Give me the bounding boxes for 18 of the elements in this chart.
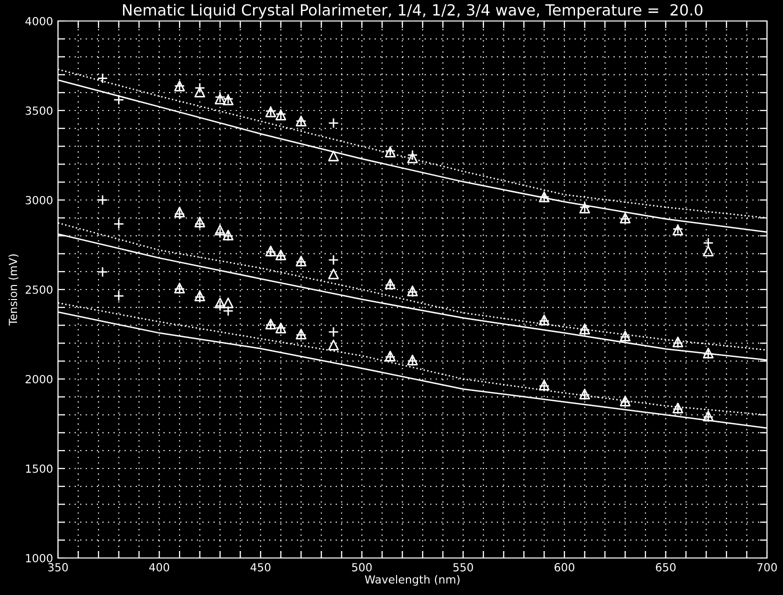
chart-title: Nematic Liquid Crystal Polarimeter, 1/4, 1/2, 3/4 wave, Temperature = 20.0 bbox=[123, 4, 702, 19]
x-tick-label: 700 bbox=[757, 563, 777, 572]
y-tick-label: 4000 bbox=[25, 16, 52, 26]
y-tick-label: 2500 bbox=[26, 285, 52, 294]
y-tick-label: 1500 bbox=[26, 464, 52, 473]
y-tick-label: 2000 bbox=[26, 374, 52, 384]
x-tick-label: 550 bbox=[453, 563, 474, 572]
y-axis-title: Tension (mV) bbox=[8, 254, 18, 326]
y-tick-label: 3000 bbox=[26, 196, 52, 204]
x-tick-label: 500 bbox=[352, 563, 372, 572]
x-tick-label: 350 bbox=[48, 563, 68, 572]
x-tick-label: 650 bbox=[656, 563, 676, 572]
y-tick-label: 1000 bbox=[26, 554, 52, 562]
x-tick-label: 600 bbox=[554, 563, 574, 572]
x-tick-label: 450 bbox=[250, 563, 270, 572]
x-tick-label: 400 bbox=[149, 563, 170, 572]
x-axis-title: Wavelength (nm) bbox=[364, 575, 460, 586]
y-tick-label: 3500 bbox=[26, 106, 52, 115]
